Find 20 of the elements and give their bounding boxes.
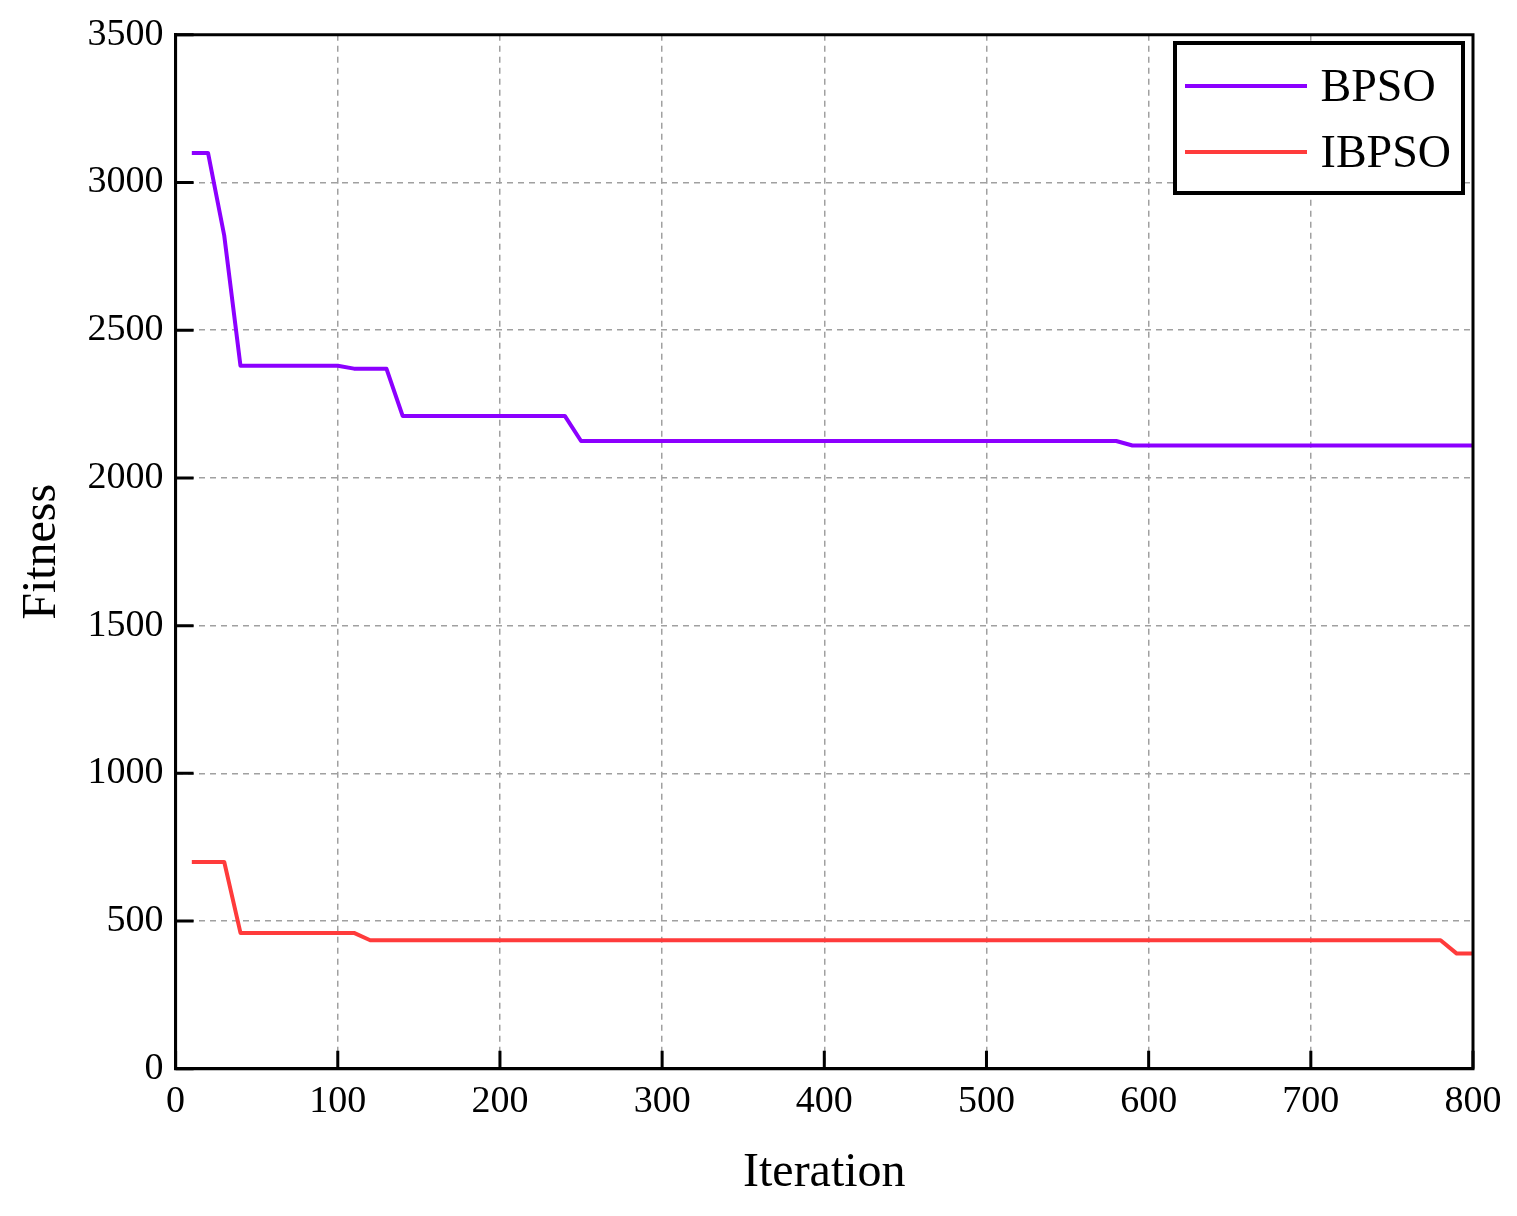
y-tick-label: 3000 (87, 158, 164, 201)
legend-label: BPSO (1320, 59, 1436, 113)
y-tick-label: 2500 (87, 306, 164, 349)
y-tick-label: 500 (106, 897, 164, 940)
y-tick-label: 0 (144, 1044, 164, 1087)
y-tick-label: 3500 (87, 10, 164, 53)
x-tick-label: 700 (1282, 1077, 1340, 1120)
x-tick-label: 400 (795, 1077, 853, 1120)
x-tick-label: 300 (633, 1077, 691, 1120)
x-tick-label: 500 (957, 1077, 1015, 1120)
x-axis-title: Iteration (743, 1142, 906, 1196)
x-tick-label: 100 (309, 1077, 367, 1120)
x-tick-label: 600 (1120, 1077, 1178, 1120)
x-tick-label: 800 (1444, 1077, 1502, 1120)
legend-label: IBPSO (1320, 125, 1451, 179)
x-tick-label: 200 (471, 1077, 529, 1120)
y-tick-label: 2000 (87, 453, 164, 496)
y-tick-label: 1000 (87, 749, 164, 792)
y-axis-title: Fitness (12, 483, 66, 620)
y-tick-label: 1500 (87, 601, 164, 644)
